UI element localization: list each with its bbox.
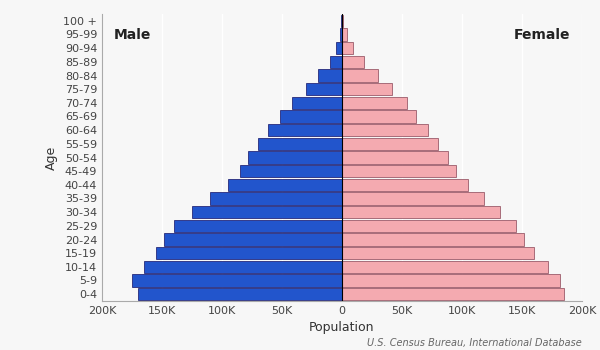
Bar — [268, 124, 342, 136]
Bar — [342, 152, 448, 163]
Bar — [280, 111, 342, 122]
Bar — [342, 288, 564, 300]
Bar — [342, 261, 548, 273]
Bar — [342, 70, 378, 82]
Bar — [248, 152, 342, 163]
Bar — [342, 28, 347, 41]
Bar — [342, 206, 500, 218]
Bar — [132, 274, 342, 287]
Bar — [164, 233, 342, 245]
Bar — [342, 97, 407, 109]
Bar — [342, 165, 456, 177]
Bar — [318, 70, 342, 82]
Text: Male: Male — [114, 28, 151, 42]
Bar — [342, 274, 560, 287]
Bar — [342, 42, 353, 54]
X-axis label: Population: Population — [309, 321, 375, 334]
Bar — [192, 206, 342, 218]
Bar — [240, 165, 342, 177]
Bar — [292, 97, 342, 109]
Text: Female: Female — [514, 28, 570, 42]
Bar — [330, 56, 342, 68]
Bar — [138, 288, 342, 300]
Bar — [342, 15, 343, 27]
Bar — [342, 56, 364, 68]
Bar — [341, 15, 342, 27]
Text: U.S. Census Bureau, International Database: U.S. Census Bureau, International Databa… — [367, 338, 582, 348]
Bar — [210, 193, 342, 204]
Bar — [340, 28, 342, 41]
Bar — [342, 138, 438, 150]
Bar — [228, 179, 342, 191]
Bar — [156, 247, 342, 259]
Bar — [342, 193, 484, 204]
Bar — [144, 261, 342, 273]
Bar — [174, 220, 342, 232]
Bar — [342, 83, 392, 95]
Bar — [342, 233, 524, 245]
Bar — [342, 247, 534, 259]
Bar — [336, 42, 342, 54]
Bar — [342, 179, 468, 191]
Bar — [258, 138, 342, 150]
Bar — [342, 111, 416, 122]
Bar — [306, 83, 342, 95]
Y-axis label: Age: Age — [45, 145, 58, 170]
Bar — [342, 124, 428, 136]
Bar — [342, 220, 516, 232]
